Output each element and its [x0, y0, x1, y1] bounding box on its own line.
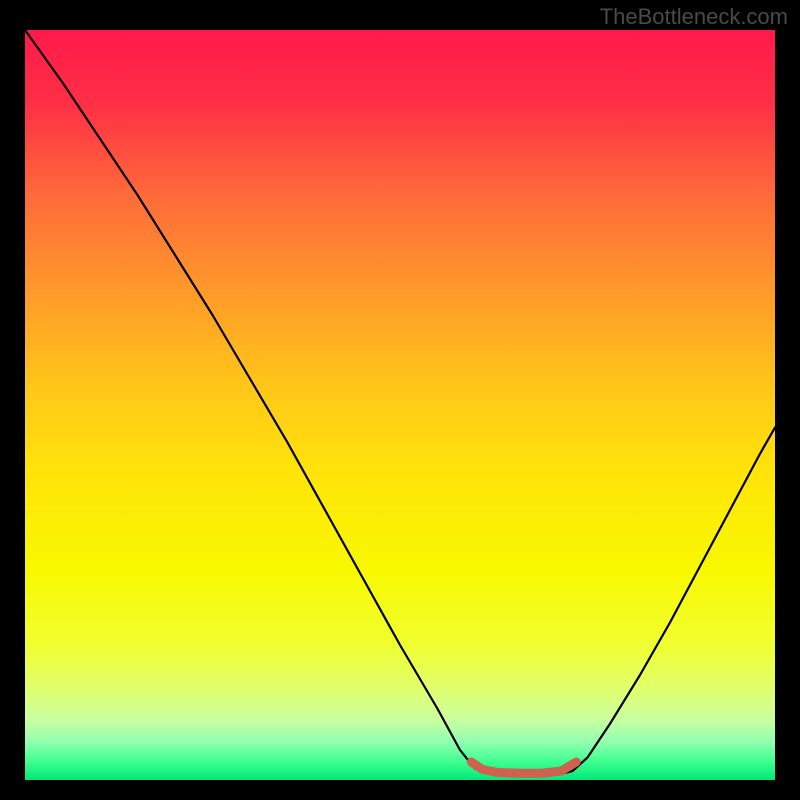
- chart-area: [25, 30, 775, 780]
- watermark-text: TheBottleneck.com: [600, 4, 788, 30]
- chart-marker: [25, 30, 775, 780]
